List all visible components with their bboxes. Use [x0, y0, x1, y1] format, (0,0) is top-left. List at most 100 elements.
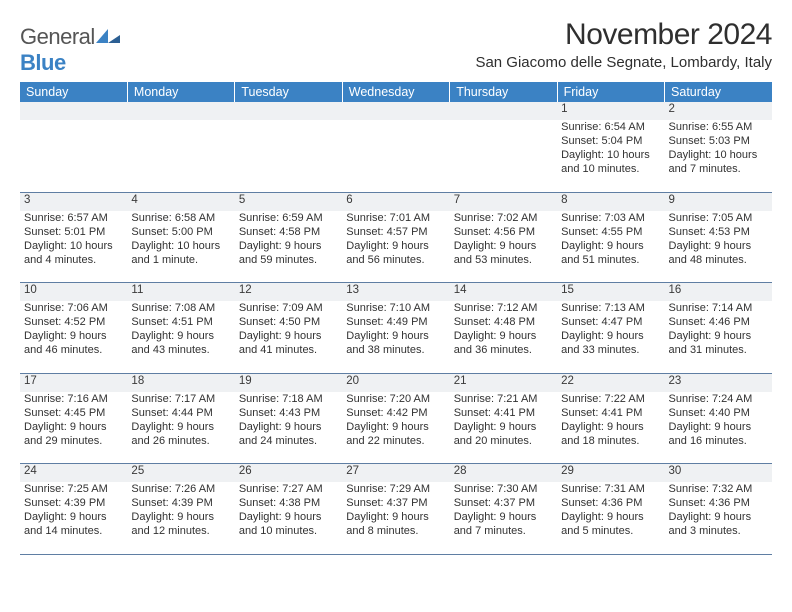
day-cell: Sunrise: 7:22 AMSunset: 4:41 PMDaylight:…	[557, 392, 664, 464]
daylight-text: and 48 minutes.	[669, 253, 768, 267]
daylight-text: Daylight: 9 hours	[239, 329, 338, 343]
day-number: 1	[561, 102, 660, 116]
daynum-cell	[235, 102, 342, 120]
sunset-text: Sunset: 4:49 PM	[346, 315, 445, 329]
daylight-text: Daylight: 10 hours	[669, 148, 768, 162]
daylight-text: and 33 minutes.	[561, 343, 660, 357]
day-cell: Sunrise: 6:55 AMSunset: 5:03 PMDaylight:…	[665, 120, 772, 192]
daylight-text: Daylight: 9 hours	[454, 420, 553, 434]
daynum-cell: 21	[450, 373, 557, 392]
daynum-cell: 10	[20, 283, 127, 302]
day-number: 7	[454, 193, 553, 207]
daynum-cell: 11	[127, 283, 234, 302]
weekday-header-row: Sunday Monday Tuesday Wednesday Thursday…	[20, 82, 772, 102]
daylight-text: Daylight: 9 hours	[346, 510, 445, 524]
day-number: 5	[239, 193, 338, 207]
week-row: Sunrise: 7:16 AMSunset: 4:45 PMDaylight:…	[20, 392, 772, 464]
daylight-text: Daylight: 9 hours	[454, 510, 553, 524]
daylight-text: and 14 minutes.	[24, 524, 123, 538]
day-number: 18	[131, 374, 230, 388]
daynum-cell: 20	[342, 373, 449, 392]
day-number: 20	[346, 374, 445, 388]
daynum-cell: 18	[127, 373, 234, 392]
daylight-text: and 51 minutes.	[561, 253, 660, 267]
week-row: Sunrise: 7:06 AMSunset: 4:52 PMDaylight:…	[20, 301, 772, 373]
sunrise-text: Sunrise: 7:17 AM	[131, 392, 230, 406]
daynum-cell: 8	[557, 192, 664, 211]
daylight-text: and 20 minutes.	[454, 434, 553, 448]
daylight-text: and 7 minutes.	[454, 524, 553, 538]
weekday-header: Tuesday	[235, 82, 342, 102]
daylight-text: Daylight: 9 hours	[346, 329, 445, 343]
daynum-row: 10111213141516	[20, 283, 772, 302]
daylight-text: and 31 minutes.	[669, 343, 768, 357]
sunrise-text: Sunrise: 7:08 AM	[131, 301, 230, 315]
sunrise-text: Sunrise: 7:21 AM	[454, 392, 553, 406]
day-cell: Sunrise: 7:08 AMSunset: 4:51 PMDaylight:…	[127, 301, 234, 373]
sunrise-text: Sunrise: 7:26 AM	[131, 482, 230, 496]
sunset-text: Sunset: 4:36 PM	[561, 496, 660, 510]
daylight-text: Daylight: 9 hours	[131, 329, 230, 343]
sunset-text: Sunset: 4:43 PM	[239, 406, 338, 420]
sunrise-text: Sunrise: 6:58 AM	[131, 211, 230, 225]
weekday-header: Sunday	[20, 82, 127, 102]
daynum-cell: 3	[20, 192, 127, 211]
daynum-row: 17181920212223	[20, 373, 772, 392]
daylight-text: Daylight: 10 hours	[131, 239, 230, 253]
daynum-cell	[127, 102, 234, 120]
sunset-text: Sunset: 4:46 PM	[669, 315, 768, 329]
sunrise-text: Sunrise: 7:13 AM	[561, 301, 660, 315]
day-cell	[127, 120, 234, 192]
daynum-cell: 29	[557, 464, 664, 483]
daylight-text: Daylight: 9 hours	[24, 329, 123, 343]
day-number: 8	[561, 193, 660, 207]
daynum-cell: 23	[665, 373, 772, 392]
daylight-text: and 1 minute.	[131, 253, 230, 267]
daylight-text: and 24 minutes.	[239, 434, 338, 448]
weekday-header: Wednesday	[342, 82, 449, 102]
day-number: 4	[131, 193, 230, 207]
day-cell	[342, 120, 449, 192]
day-cell: Sunrise: 7:18 AMSunset: 4:43 PMDaylight:…	[235, 392, 342, 464]
daynum-row: 3456789	[20, 192, 772, 211]
day-cell: Sunrise: 7:02 AMSunset: 4:56 PMDaylight:…	[450, 211, 557, 283]
day-number: 6	[346, 193, 445, 207]
sunset-text: Sunset: 4:39 PM	[131, 496, 230, 510]
day-cell: Sunrise: 7:13 AMSunset: 4:47 PMDaylight:…	[557, 301, 664, 373]
daylight-text: and 59 minutes.	[239, 253, 338, 267]
sunrise-text: Sunrise: 6:59 AM	[239, 211, 338, 225]
sunrise-text: Sunrise: 7:14 AM	[669, 301, 768, 315]
day-cell: Sunrise: 7:20 AMSunset: 4:42 PMDaylight:…	[342, 392, 449, 464]
day-cell: Sunrise: 7:05 AMSunset: 4:53 PMDaylight:…	[665, 211, 772, 283]
sunrise-text: Sunrise: 7:05 AM	[669, 211, 768, 225]
daylight-text: and 46 minutes.	[24, 343, 123, 357]
day-number: 2	[669, 102, 768, 116]
day-number: 3	[24, 193, 123, 207]
daylight-text: and 22 minutes.	[346, 434, 445, 448]
daylight-text: and 41 minutes.	[239, 343, 338, 357]
daylight-text: and 16 minutes.	[669, 434, 768, 448]
sunrise-text: Sunrise: 7:02 AM	[454, 211, 553, 225]
weekday-header: Monday	[127, 82, 234, 102]
sunrise-text: Sunrise: 7:24 AM	[669, 392, 768, 406]
daylight-text: and 26 minutes.	[131, 434, 230, 448]
sunset-text: Sunset: 4:48 PM	[454, 315, 553, 329]
sunrise-text: Sunrise: 7:18 AM	[239, 392, 338, 406]
week-row: Sunrise: 6:57 AMSunset: 5:01 PMDaylight:…	[20, 211, 772, 283]
sunset-text: Sunset: 4:57 PM	[346, 225, 445, 239]
daylight-text: Daylight: 9 hours	[131, 420, 230, 434]
day-cell: Sunrise: 7:21 AMSunset: 4:41 PMDaylight:…	[450, 392, 557, 464]
day-cell: Sunrise: 7:32 AMSunset: 4:36 PMDaylight:…	[665, 482, 772, 554]
daylight-text: and 5 minutes.	[561, 524, 660, 538]
daylight-text: and 10 minutes.	[561, 162, 660, 176]
brand-name: General Blue	[20, 24, 121, 76]
daylight-text: Daylight: 9 hours	[669, 329, 768, 343]
day-cell: Sunrise: 7:27 AMSunset: 4:38 PMDaylight:…	[235, 482, 342, 554]
daynum-cell: 6	[342, 192, 449, 211]
sunset-text: Sunset: 4:44 PM	[131, 406, 230, 420]
day-number: 10	[24, 283, 123, 297]
daynum-cell: 25	[127, 464, 234, 483]
sunset-text: Sunset: 4:50 PM	[239, 315, 338, 329]
sunrise-text: Sunrise: 7:32 AM	[669, 482, 768, 496]
daynum-cell: 1	[557, 102, 664, 120]
